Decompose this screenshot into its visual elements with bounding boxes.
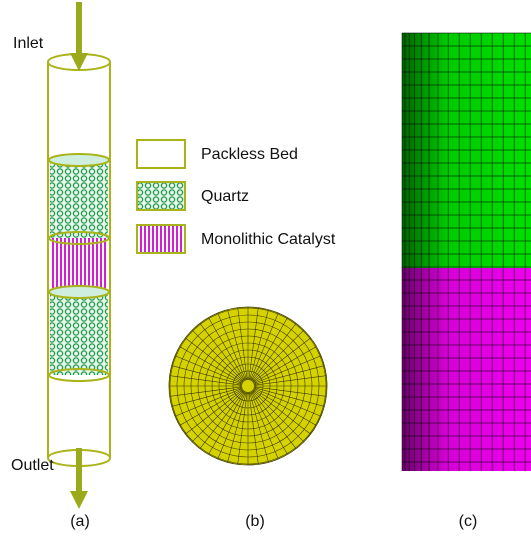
outlet-label: Outlet — [11, 457, 54, 474]
panel-label: (c) — [459, 513, 478, 530]
panel-label: (a) — [70, 513, 90, 530]
legend-label: Quartz — [201, 188, 249, 205]
inlet-label: Inlet — [13, 35, 44, 52]
cross-section-mesh — [168, 306, 328, 466]
reactor-column — [48, 54, 110, 466]
panel-label: (b) — [245, 513, 265, 530]
column-mesh — [402, 33, 531, 471]
figure: Inlet Outlet Packless Bed Quartz Monolit… — [0, 0, 531, 538]
legend-label: Packless Bed — [201, 146, 298, 163]
legend-label: Monolithic Catalyst — [201, 231, 336, 248]
legend-swatch — [137, 140, 185, 168]
legend-swatch — [137, 182, 185, 210]
legend-swatch — [137, 225, 185, 253]
